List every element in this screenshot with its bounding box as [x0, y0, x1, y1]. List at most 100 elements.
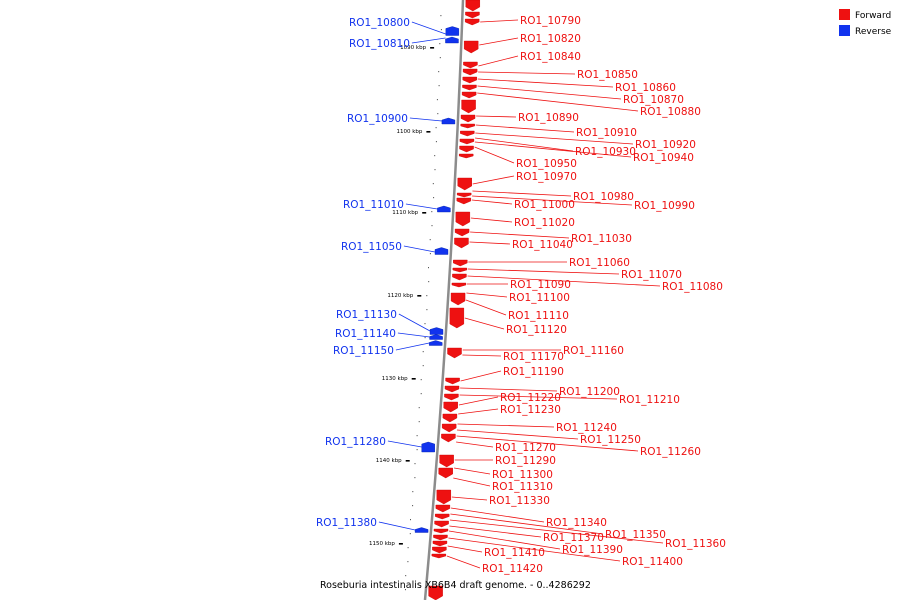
- forward-gene-arrow: [465, 0, 480, 12]
- track-dot: [414, 463, 416, 465]
- scale-tick-label: 1120 kbp: [387, 293, 413, 299]
- forward-gene-label: RO1_11040: [512, 239, 573, 251]
- track-dot: [438, 85, 440, 87]
- track-dot: [416, 435, 418, 437]
- forward-gene-arrow: [444, 385, 460, 393]
- track-dot: [434, 169, 436, 171]
- forward-gene-arrow: [452, 273, 467, 281]
- forward-leader-line: [477, 85, 622, 100]
- forward-gene-arrow: [462, 84, 477, 91]
- forward-leader-line: [475, 124, 575, 133]
- forward-gene-arrow: [447, 347, 462, 359]
- legend-swatch-forward: [839, 9, 850, 20]
- reverse-leader-line: [405, 203, 438, 210]
- genome-axis: [423, 0, 465, 600]
- forward-gene-label: RO1_11340: [546, 517, 607, 529]
- forward-gene-arrow: [444, 393, 459, 401]
- reverse-gene-label: RO1_10800: [349, 17, 410, 29]
- forward-leader-line: [459, 394, 618, 400]
- scale-tick-label: 1140 kbp: [376, 458, 402, 464]
- reverse-gene-arrow: [434, 247, 449, 255]
- forward-gene-arrow: [461, 91, 477, 99]
- track-dot: [440, 15, 442, 17]
- forward-gene-arrow: [433, 528, 449, 534]
- reverse-gene-arrow: [437, 205, 451, 213]
- track-dot: [416, 449, 418, 451]
- track-dot: [435, 141, 437, 143]
- reverse-gene-arrow: [441, 117, 456, 125]
- forward-gene-label: RO1_10910: [576, 127, 637, 139]
- forward-gene-arrow: [449, 307, 465, 329]
- forward-gene-arrow: [428, 585, 443, 600]
- track-dot: [428, 267, 429, 269]
- track-dot: [418, 421, 420, 423]
- forward-gene-arrow: [441, 423, 457, 433]
- track-dot: [436, 99, 438, 101]
- forward-gene-arrow: [438, 467, 453, 479]
- forward-gene-label: RO1_11090: [510, 279, 571, 291]
- forward-gene-label: RO1_11170: [503, 351, 564, 363]
- track-dot: [410, 519, 411, 521]
- forward-gene-label: RO1_11070: [621, 269, 682, 281]
- forward-gene-label: RO1_10980: [573, 191, 634, 203]
- forward-gene-label: RO1_10860: [615, 82, 676, 94]
- reverse-gene-label: RO1_10900: [347, 113, 408, 125]
- forward-gene-label: RO1_10970: [516, 171, 577, 183]
- forward-leader-line: [466, 292, 508, 298]
- forward-gene-arrow: [439, 454, 454, 468]
- track-dot: [420, 379, 422, 381]
- forward-leader-line: [474, 141, 632, 158]
- forward-gene-arrow: [454, 228, 470, 237]
- forward-gene-arrow: [459, 138, 475, 145]
- forward-leader-line: [454, 467, 491, 475]
- forward-gene-label: RO1_11100: [509, 292, 570, 304]
- genome-caption: Roseburia intestinalis XB6B4 draft genom…: [320, 580, 591, 591]
- reverse-gene-arrow: [445, 36, 459, 44]
- track-dot: [412, 505, 414, 507]
- forward-gene-label: RO1_10950: [516, 158, 577, 170]
- forward-gene-arrow: [442, 413, 458, 423]
- forward-leader-line: [446, 555, 481, 569]
- reverse-gene-label: RO1_11280: [325, 436, 386, 448]
- forward-gene-label: RO1_11420: [482, 563, 543, 575]
- forward-gene-label: RO1_10840: [520, 51, 581, 63]
- forward-leader-line: [469, 241, 511, 245]
- forward-gene-arrow: [456, 192, 472, 198]
- forward-gene-arrow: [454, 237, 469, 249]
- forward-gene-arrow: [443, 401, 458, 413]
- gene-labels: RO1_10800 RO1_10810 RO1_10900 RO1_11010 RO1_…: [316, 15, 726, 575]
- forward-leader-line: [478, 71, 576, 75]
- forward-gene-arrow: [465, 11, 480, 19]
- forward-gene-arrow: [433, 534, 448, 541]
- forward-gene-label: RO1_11190: [503, 366, 564, 378]
- forward-leader-line: [475, 132, 634, 145]
- legend-label-reverse: Reverse: [855, 27, 892, 37]
- reverse-gene-label: RO1_11050: [341, 241, 402, 253]
- track-dot: [434, 155, 436, 157]
- forward-gene-arrow: [460, 130, 475, 137]
- scale-tick-label: 1130 kbp: [382, 376, 408, 382]
- forward-gene-arrow: [460, 123, 475, 129]
- track-dot: [422, 365, 424, 367]
- forward-leader-line: [456, 429, 579, 440]
- track-dot: [428, 281, 430, 283]
- forward-gene-label: RO1_11360: [665, 538, 726, 550]
- forward-gene-label: RO1_11060: [569, 257, 630, 269]
- track-dot: [407, 561, 409, 563]
- reverse-leader-line: [411, 21, 446, 35]
- reverse-leader-line: [411, 37, 446, 44]
- forward-gene-arrow: [445, 377, 460, 385]
- forward-leader-line: [475, 137, 574, 152]
- forward-leader-line: [451, 496, 488, 501]
- reverse-leader-line: [409, 117, 442, 122]
- scale-tick-mark: [422, 212, 427, 214]
- track-dot: [409, 533, 411, 535]
- track-dot: [407, 547, 409, 549]
- reverse-gene-label: RO1_11010: [343, 199, 404, 211]
- legend-swatch-reverse: [839, 25, 850, 36]
- forward-gene-arrow: [460, 114, 476, 123]
- reverse-gene-label: RO1_11130: [336, 309, 397, 321]
- forward-gene-label: RO1_11020: [514, 217, 575, 229]
- reverse-leader-line: [395, 342, 430, 351]
